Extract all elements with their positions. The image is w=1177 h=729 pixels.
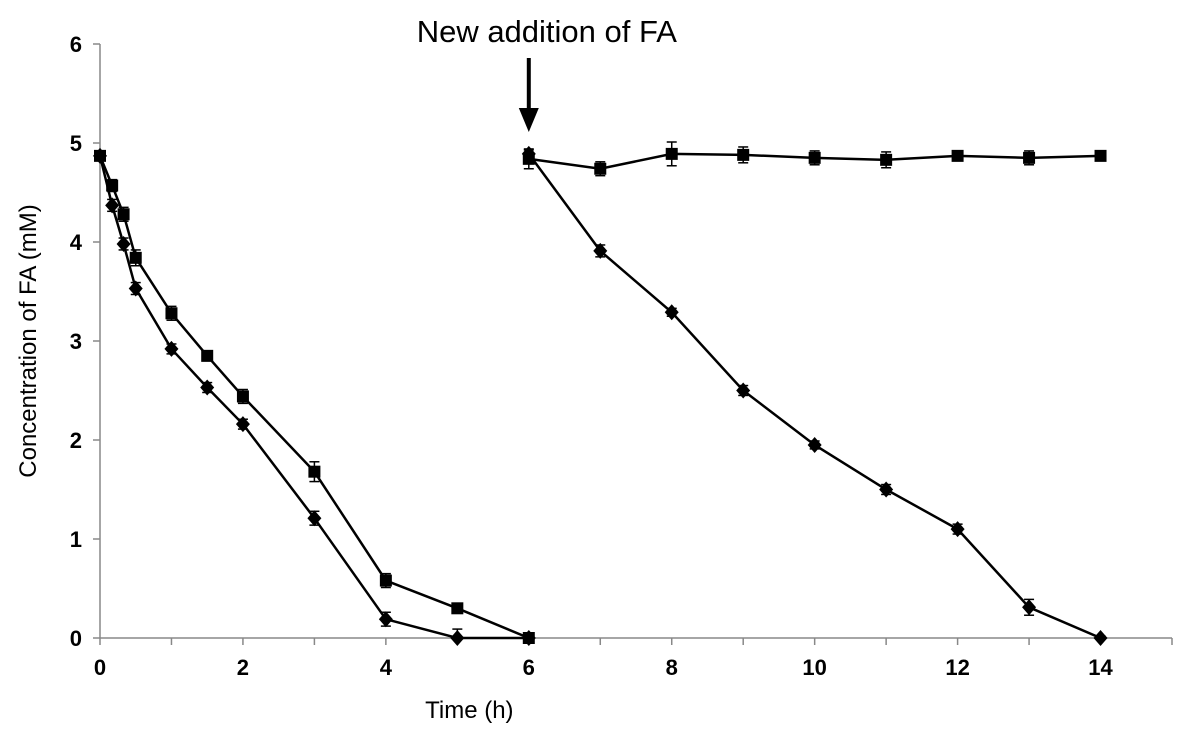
x-ticks: 0 2 4 6 8 10 12 14 bbox=[94, 638, 1173, 680]
data-point-diamond bbox=[879, 481, 894, 498]
x-tick-label: 10 bbox=[802, 655, 826, 680]
y-tick-label: 6 bbox=[70, 32, 82, 57]
y-tick-label: 4 bbox=[70, 230, 83, 255]
y-tick-label: 2 bbox=[70, 428, 82, 453]
data-point-diamond bbox=[93, 147, 107, 164]
data-point-square bbox=[236, 390, 249, 403]
series-line bbox=[98, 155, 529, 640]
x-tick-label: 14 bbox=[1088, 655, 1113, 680]
data-point-diamond bbox=[105, 197, 120, 214]
y-tick-label: 0 bbox=[70, 626, 82, 651]
data-point-diamond bbox=[307, 510, 322, 527]
data-point-diamond bbox=[116, 235, 131, 252]
data-point-diamond bbox=[1093, 630, 1108, 646]
series-diamond bbox=[93, 145, 1108, 646]
data-point-square bbox=[129, 251, 142, 264]
data-point-square bbox=[165, 307, 178, 320]
annotation-text: New addition of FA bbox=[417, 14, 678, 49]
data-point-square bbox=[737, 148, 750, 161]
data-point-diamond bbox=[664, 304, 679, 321]
data-point-diamond bbox=[736, 382, 751, 399]
data-point-diamond bbox=[200, 379, 215, 396]
y-tick-label: 5 bbox=[70, 131, 82, 156]
data-point-square bbox=[117, 208, 130, 221]
data-point-square bbox=[379, 574, 392, 587]
series-square bbox=[94, 141, 1107, 644]
x-tick-label: 2 bbox=[237, 655, 249, 680]
data-point-square bbox=[880, 153, 893, 166]
data-point-square bbox=[951, 149, 964, 162]
series-layer bbox=[93, 141, 1108, 646]
series-line bbox=[527, 153, 1102, 640]
data-point-diamond bbox=[807, 436, 822, 453]
x-axis-title: Time (h) bbox=[425, 697, 513, 724]
data-point-square bbox=[665, 147, 678, 160]
data-point-square bbox=[808, 151, 821, 164]
data-point-diamond bbox=[450, 630, 465, 646]
data-point-square bbox=[1023, 151, 1036, 164]
data-point-diamond bbox=[1022, 599, 1037, 616]
data-point-diamond bbox=[378, 611, 393, 628]
data-point-diamond bbox=[593, 242, 608, 259]
data-point-diamond bbox=[164, 340, 179, 357]
x-tick-label: 4 bbox=[380, 655, 393, 680]
x-tick-label: 6 bbox=[523, 655, 535, 680]
data-point-square bbox=[308, 465, 321, 478]
data-point-diamond bbox=[521, 145, 536, 162]
series-line bbox=[98, 155, 530, 640]
y-axis-title: Concentration of FA (mM) bbox=[15, 204, 42, 477]
y-tick-label: 1 bbox=[70, 527, 82, 552]
x-tick-label: 8 bbox=[666, 655, 678, 680]
data-point-square bbox=[451, 602, 464, 615]
data-point-square bbox=[1094, 149, 1107, 162]
annotation-arrow-head bbox=[518, 108, 539, 132]
data-point-diamond bbox=[235, 416, 250, 433]
x-tick-label: 0 bbox=[94, 655, 106, 680]
x-tick-label: 12 bbox=[945, 655, 969, 680]
y-ticks: 0 1 2 3 4 5 6 bbox=[70, 32, 100, 651]
data-point-square bbox=[201, 349, 214, 362]
annotation: New addition of FA bbox=[417, 14, 678, 132]
data-point-diamond bbox=[521, 630, 536, 646]
data-point-diamond bbox=[128, 280, 143, 297]
data-point-diamond bbox=[950, 521, 965, 538]
data-point-square bbox=[594, 162, 607, 175]
y-tick-label: 3 bbox=[70, 329, 82, 354]
